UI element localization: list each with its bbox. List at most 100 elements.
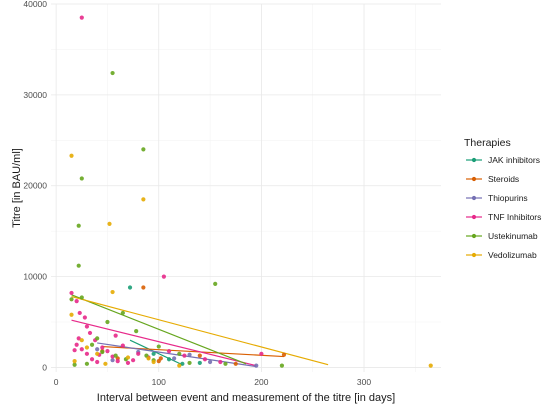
data-point (125, 355, 131, 360)
data-point (197, 360, 202, 366)
legend-label: Thiopurins (488, 193, 528, 203)
data-point (223, 361, 228, 366)
data-point (166, 349, 172, 354)
data-point (141, 147, 146, 152)
data-point (95, 359, 100, 365)
data-point (79, 176, 84, 181)
legend-point (471, 252, 477, 258)
data-point (69, 290, 74, 296)
data-point (115, 358, 120, 364)
data-point (110, 70, 115, 76)
data-point (105, 349, 110, 354)
data-point (254, 363, 259, 368)
data-point (113, 333, 118, 338)
legend: Therapies JAK inhibitors Steroids Thiopuri… (464, 137, 541, 260)
data-point (233, 361, 238, 366)
data-point (172, 356, 177, 361)
trend-line (71, 294, 247, 365)
data-point (158, 356, 163, 361)
data-point (82, 315, 87, 320)
legend-label: Ustekinumab (488, 231, 538, 241)
trend-line (129, 339, 183, 366)
data-point (151, 359, 156, 365)
data-point (76, 336, 81, 341)
y-tick-label: 0 (42, 362, 47, 372)
y-tick-label: 30000 (23, 90, 47, 100)
data-point (279, 363, 285, 368)
data-point (79, 15, 84, 20)
data-point (84, 351, 90, 356)
legend-item: TNF Inhibitors (466, 212, 541, 222)
data-point (89, 357, 95, 362)
data-point (120, 310, 125, 316)
data-point (177, 351, 182, 356)
data-point (182, 353, 187, 358)
data-point (113, 353, 118, 358)
y-tick-label: 10000 (23, 272, 47, 282)
data-point (95, 347, 100, 352)
data-point (259, 351, 264, 356)
data-point (141, 197, 146, 202)
data-point (213, 281, 218, 286)
legend-point (471, 214, 477, 220)
data-point (72, 358, 77, 364)
data-point (100, 349, 105, 355)
x-tick-label: 0 (54, 377, 59, 387)
legend-point (471, 157, 477, 163)
data-point (84, 361, 90, 366)
data-point (69, 297, 74, 302)
data-point (100, 345, 105, 350)
data-point (156, 344, 161, 349)
data-point (281, 352, 287, 357)
trend-line (71, 319, 257, 367)
data-point (105, 319, 110, 325)
legend-label: Vedolizumab (488, 250, 537, 260)
data-point (110, 358, 115, 363)
x-tick-label: 100 (152, 377, 166, 387)
data-point (76, 263, 81, 268)
data-point (72, 362, 77, 367)
data-point (177, 363, 182, 368)
data-point (77, 310, 82, 316)
data-point (69, 312, 74, 317)
data-point (187, 352, 192, 357)
legend-label: TNF Inhibitors (488, 212, 541, 222)
data-point (151, 351, 156, 356)
data-point (428, 363, 433, 368)
data-point (134, 329, 139, 334)
data-point (120, 343, 125, 348)
data-point (76, 223, 81, 228)
data-points (69, 15, 433, 368)
data-point (161, 274, 166, 279)
data-point (166, 357, 172, 362)
data-point (197, 353, 202, 358)
data-point (136, 351, 141, 356)
legend-title: Therapies (464, 137, 511, 149)
legend-point (471, 233, 477, 239)
data-point (74, 299, 79, 304)
data-point (79, 338, 84, 343)
data-point (146, 356, 151, 361)
y-axis-title: Titre [in BAU/ml] (11, 148, 23, 228)
x-tick-label: 300 (357, 377, 371, 387)
data-point (72, 348, 77, 353)
data-point (79, 295, 84, 300)
legend-point (471, 176, 477, 182)
legend-item: JAK inhibitors (466, 155, 540, 165)
data-point (84, 324, 90, 329)
data-point (141, 285, 146, 290)
data-point (95, 351, 100, 356)
data-point (79, 347, 84, 352)
data-point (125, 360, 131, 366)
data-point (187, 360, 192, 366)
data-point (127, 285, 133, 290)
data-point (180, 361, 185, 366)
legend-label: Steroids (488, 174, 519, 184)
legend-item: Vedolizumab (466, 250, 537, 260)
data-point (87, 330, 93, 336)
data-point (84, 345, 90, 350)
data-point (103, 361, 108, 366)
data-point (131, 358, 136, 363)
tick-labels: 0 100 200 300 0 10000 20000 30000 40000 (23, 0, 371, 387)
